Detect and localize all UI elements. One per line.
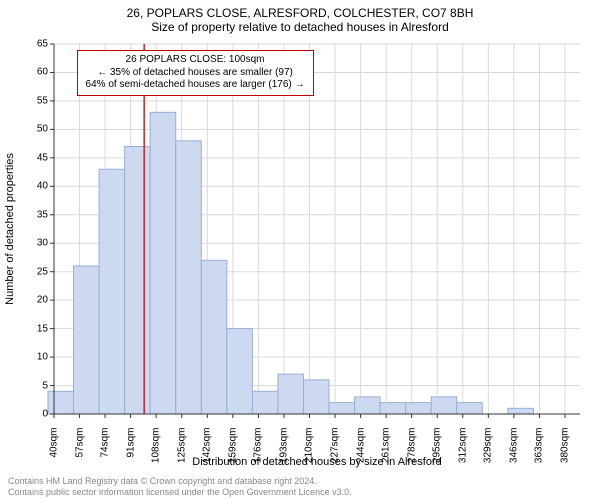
annotation-line-2: ← 35% of detached houses are smaller (97… [86,67,305,80]
y-tick-label: 30 [8,238,48,249]
chart-title-block: 26, POPLARS CLOSE, ALRESFORD, COLCHESTER… [0,0,600,35]
footer-line-1: Contains HM Land Registry data © Crown c… [8,476,352,487]
y-tick-label: 60 [8,67,48,78]
histogram-plot [54,44,580,414]
x-tick-label: 329sqm [483,428,494,488]
y-tick-label: 65 [8,39,48,50]
y-tick-label: 0 [8,409,48,420]
x-tick-label: 295sqm [432,428,443,488]
footer-line-2: Contains public sector information licen… [8,487,352,498]
annotation-line-3: 64% of semi-detached houses are larger (… [86,79,305,92]
y-tick-label: 10 [8,352,48,363]
title-line-2: Size of property relative to detached ho… [0,20,600,34]
y-tick-label: 25 [8,266,48,277]
x-tick-label: 244sqm [355,428,366,488]
x-tick-label: 346sqm [508,428,519,488]
y-tick-label: 40 [8,181,48,192]
x-tick-label: 278sqm [406,428,417,488]
y-tick-label: 45 [8,152,48,163]
x-tick-label: 261sqm [381,428,392,488]
y-tick-label: 15 [8,323,48,334]
x-tick-label: 380sqm [559,428,570,488]
y-tick-label: 20 [8,295,48,306]
annotation-line-1: 26 POPLARS CLOSE: 100sqm [86,54,305,67]
x-tick-label: 312sqm [457,428,468,488]
y-tick-label: 35 [8,209,48,220]
title-line-1: 26, POPLARS CLOSE, ALRESFORD, COLCHESTER… [0,6,600,20]
y-tick-label: 5 [8,380,48,391]
y-tick-label: 55 [8,95,48,106]
footer-attribution: Contains HM Land Registry data © Crown c… [8,476,352,498]
y-tick-label: 50 [8,124,48,135]
x-tick-label: 363sqm [534,428,545,488]
chart-area: 26 POPLARS CLOSE: 100sqm ← 35% of detach… [54,44,580,414]
annotation-box: 26 POPLARS CLOSE: 100sqm ← 35% of detach… [77,50,314,96]
